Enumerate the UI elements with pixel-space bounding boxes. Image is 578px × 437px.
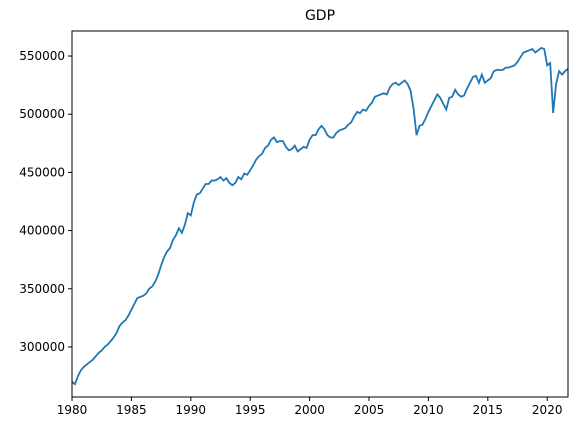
x-tick-label: 1980 [57,403,88,417]
y-tick-label: 500000 [19,107,65,121]
y-tick-label: 400000 [19,224,65,238]
line [71,46,569,386]
x-tick-label: 2015 [473,403,504,417]
x-tick-label: 2000 [294,403,325,417]
x-tick-label: 2010 [413,403,444,417]
x-tick-label: 1990 [176,403,207,417]
plot-frame [71,30,569,398]
y-tick-label: 550000 [19,49,65,63]
x-tick-label: 1995 [235,403,266,417]
y-tick-label: 300000 [19,340,65,354]
x-tick-label: 1985 [116,403,147,417]
y-tick-label: 350000 [19,282,65,296]
chart-title: GDP [305,8,335,24]
x-tick-label: 2005 [354,403,385,417]
y-tick-label: 450000 [19,165,65,179]
x-tick-label: 2020 [532,403,563,417]
